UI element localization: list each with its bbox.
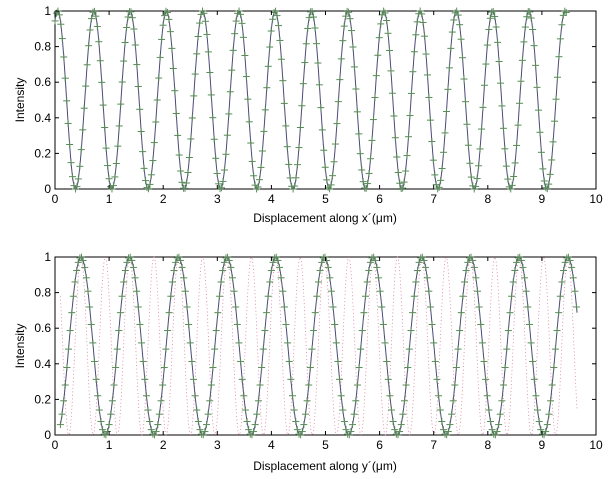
top-x-tick-label: 8: [484, 192, 491, 206]
bottom-plot-area: [54, 256, 597, 436]
bottom-y-tick-label: 1: [44, 250, 51, 264]
bottom-measured-markers-series: [56, 253, 581, 439]
bottom-x-tick-label: 8: [484, 438, 491, 452]
top-x-tick-label: 2: [160, 192, 167, 206]
bottom-x-tick-label: 2: [160, 438, 167, 452]
top-panel: 0 1 2 3 4 5 6 7 8 9 10 0 0.2 0.4 0.6 0.8 1 Displacement …: [13, 4, 603, 225]
bottom-x-tick-label: 4: [268, 438, 275, 452]
bottom-x-tick-label: 1: [106, 438, 113, 452]
bottom-y-tick-label: 0.2: [34, 392, 51, 406]
bottom-y-tick-label: 0.8: [34, 286, 51, 300]
bottom-x-tick-label: 3: [214, 438, 221, 452]
top-y-axis-label: Intensity: [13, 78, 27, 123]
bottom-x-tick-label: 5: [322, 438, 329, 452]
top-x-tick-label: 1: [106, 192, 113, 206]
top-y-tick-label: 1: [44, 4, 51, 18]
top-x-tick-label: 3: [214, 192, 221, 206]
top-x-tick-label: 7: [430, 192, 437, 206]
bottom-x-tick-label: 0: [52, 438, 59, 452]
bottom-x-tick-label: 10: [589, 438, 603, 452]
bottom-x-tick-label: 6: [376, 438, 383, 452]
bottom-y-tick-label: 0.4: [34, 357, 51, 371]
bottom-x-axis-label: Displacement along y´(μm): [253, 459, 397, 473]
bottom-panel: 0 1 2 3 4 5 6 7 8 9 10 0 0.2 0.4 0.6 0.8 1 Displacement …: [13, 250, 603, 473]
top-x-axis-label: Displacement along x´(μm): [253, 211, 397, 225]
bottom-y-tick-label: 0: [44, 428, 51, 442]
bottom-x-tick-label: 7: [430, 438, 437, 452]
bottom-x-tick-label: 9: [539, 438, 546, 452]
top-x-tick-label: 9: [539, 192, 546, 206]
top-x-tick-label: 10: [589, 192, 603, 206]
bottom-y-axis-label: Intensity: [13, 324, 27, 369]
bottom-y-tick-label: 0.6: [34, 321, 51, 335]
top-x-tick-label: 5: [322, 192, 329, 206]
top-y-tick-label: 0.8: [34, 40, 51, 54]
top-y-tick-label: 0.6: [34, 75, 51, 89]
top-y-tick-label: 0: [44, 182, 51, 196]
top-x-tick-label: 0: [52, 192, 59, 206]
top-measured-markers-series: [51, 7, 570, 193]
top-x-tick-label: 6: [376, 192, 383, 206]
top-y-tick-label: 0.2: [34, 146, 51, 160]
top-y-tick-label: 0.4: [34, 111, 51, 125]
top-x-tick-label: 4: [268, 192, 275, 206]
